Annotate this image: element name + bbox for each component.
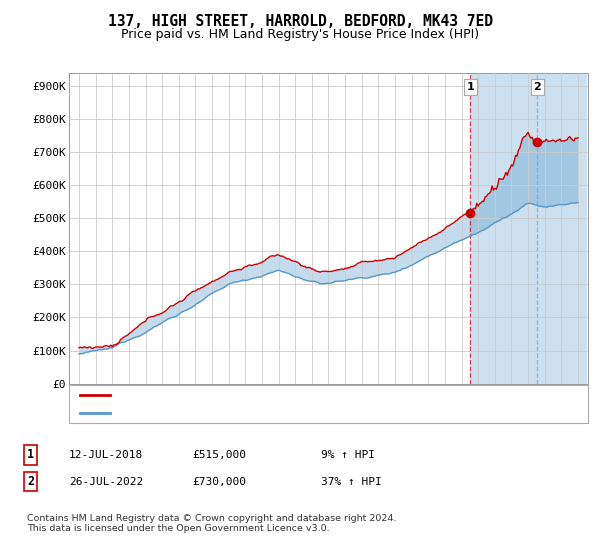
Text: 137, HIGH STREET, HARROLD, BEDFORD, MK43 7ED: 137, HIGH STREET, HARROLD, BEDFORD, MK43… <box>107 14 493 29</box>
Text: 37% ↑ HPI: 37% ↑ HPI <box>321 477 382 487</box>
Text: HPI: Average price, detached house, Bedford: HPI: Average price, detached house, Bedf… <box>114 408 394 418</box>
Text: 1: 1 <box>27 448 34 461</box>
Text: Price paid vs. HM Land Registry's House Price Index (HPI): Price paid vs. HM Land Registry's House … <box>121 28 479 41</box>
Text: 1: 1 <box>467 82 474 92</box>
Text: £515,000: £515,000 <box>192 450 246 460</box>
Text: 12-JUL-2018: 12-JUL-2018 <box>69 450 143 460</box>
Text: £730,000: £730,000 <box>192 477 246 487</box>
Bar <box>470 73 586 384</box>
Text: 137, HIGH STREET, HARROLD, BEDFORD, MK43 7ED (detached house): 137, HIGH STREET, HARROLD, BEDFORD, MK43… <box>114 390 511 400</box>
Text: 9% ↑ HPI: 9% ↑ HPI <box>321 450 375 460</box>
Text: Contains HM Land Registry data © Crown copyright and database right 2024.
This d: Contains HM Land Registry data © Crown c… <box>27 514 397 534</box>
Text: 2: 2 <box>27 475 34 488</box>
Text: 2: 2 <box>533 82 541 92</box>
Text: 26-JUL-2022: 26-JUL-2022 <box>69 477 143 487</box>
